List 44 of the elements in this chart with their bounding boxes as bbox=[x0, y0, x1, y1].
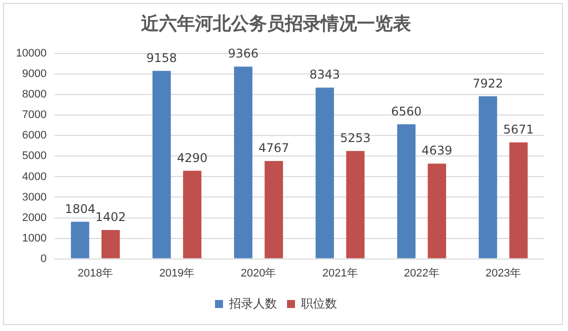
data-label: 4639 bbox=[422, 144, 452, 158]
data-label: 9158 bbox=[146, 51, 177, 66]
x-tick-label: 2019年 bbox=[159, 267, 195, 280]
data-label: 6560 bbox=[391, 104, 422, 118]
x-tick-label: 2022年 bbox=[404, 267, 440, 280]
y-tick-label: 0 bbox=[40, 252, 47, 265]
y-tick-label: 4000 bbox=[22, 170, 47, 183]
bar bbox=[397, 124, 416, 258]
legend-label: 职位数 bbox=[301, 296, 337, 310]
bar bbox=[316, 88, 334, 258]
y-tick-label: 10000 bbox=[16, 48, 47, 60]
x-tick-label: 2023年 bbox=[485, 267, 521, 280]
bar bbox=[101, 230, 120, 258]
bar bbox=[70, 222, 90, 258]
y-tick-label: 8000 bbox=[22, 88, 47, 101]
data-label: 9366 bbox=[228, 46, 258, 61]
y-tick-label: 6000 bbox=[22, 130, 47, 142]
y-tick-label: 9000 bbox=[22, 68, 47, 80]
legend-label: 招录人数 bbox=[228, 296, 277, 310]
bar bbox=[428, 164, 446, 258]
data-label: 1804 bbox=[64, 202, 96, 216]
bar bbox=[478, 96, 498, 258]
y-tick-label: 5000 bbox=[22, 150, 47, 162]
x-tick-label: 2021年 bbox=[322, 267, 358, 280]
bar bbox=[509, 142, 528, 258]
bar bbox=[152, 70, 171, 258]
data-label: 4290 bbox=[176, 150, 208, 165]
bar bbox=[183, 170, 202, 258]
bar bbox=[234, 66, 252, 258]
data-label: 5253 bbox=[340, 131, 371, 146]
x-tick-label: 2020年 bbox=[240, 267, 276, 280]
data-label: 1402 bbox=[95, 210, 126, 224]
data-label: 5671 bbox=[503, 122, 534, 137]
y-tick-label: 2000 bbox=[22, 212, 47, 224]
data-label: 4767 bbox=[258, 141, 290, 156]
data-label: 8343 bbox=[310, 68, 340, 82]
bar bbox=[264, 160, 283, 258]
bar bbox=[346, 151, 365, 258]
y-tick-label: 1000 bbox=[22, 232, 47, 244]
y-tick-label: 7000 bbox=[22, 109, 47, 122]
y-tick-label: 3000 bbox=[22, 191, 47, 204]
x-tick-label: 2018年 bbox=[78, 267, 114, 280]
data-label: 7922 bbox=[472, 76, 504, 90]
chart-title: 近六年河北公务员招录情况一览表 bbox=[140, 13, 411, 34]
